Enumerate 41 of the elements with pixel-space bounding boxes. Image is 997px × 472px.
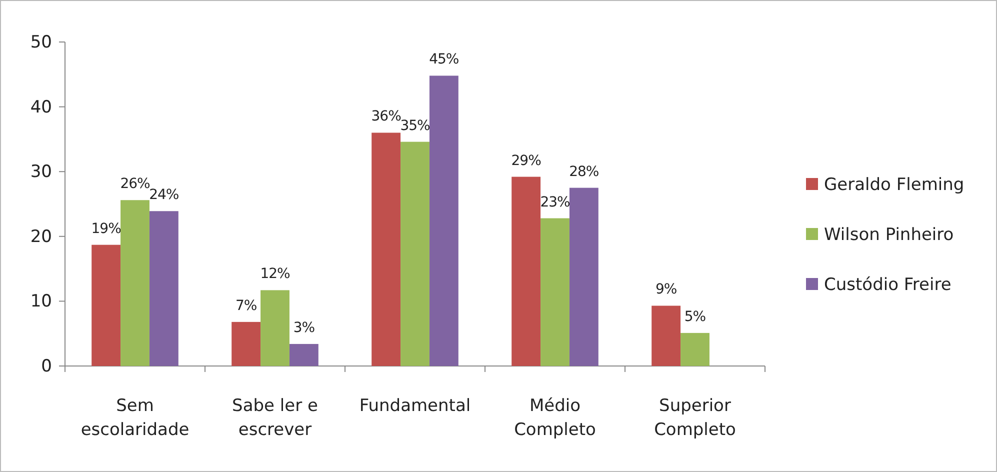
y-tick-label: 40	[30, 97, 52, 118]
bar	[92, 244, 121, 366]
legend-label: Custódio Freire	[824, 275, 952, 295]
x-tick-label: Superior Completo	[654, 396, 736, 440]
bar	[149, 211, 178, 366]
bar	[652, 306, 681, 366]
data-label: 23%	[540, 194, 570, 210]
y-tick-label: 20	[30, 226, 52, 247]
data-label: 36%	[371, 108, 402, 125]
bar	[680, 332, 710, 366]
bar	[512, 176, 541, 366]
data-label: 24%	[149, 187, 179, 204]
bar	[429, 76, 458, 366]
y-tick-label: 0	[41, 356, 52, 376]
legend-label: Wilson Pinheiro	[824, 225, 954, 245]
bar	[540, 218, 570, 366]
x-tick-label: Fundamental	[359, 396, 471, 416]
bar	[400, 142, 430, 366]
data-label: 45%	[429, 52, 459, 68]
bar	[232, 322, 261, 366]
x-tick-label: Médio Completo	[514, 396, 596, 440]
data-label: 35%	[400, 118, 430, 134]
bar	[372, 132, 401, 366]
data-label: 12%	[260, 266, 290, 282]
data-label: 28%	[569, 164, 599, 180]
data-label: 7%	[235, 298, 257, 314]
bar	[260, 290, 290, 366]
data-label: 26%	[120, 176, 150, 192]
data-label: 9%	[655, 282, 677, 298]
bar	[289, 344, 318, 366]
data-label: 5%	[684, 308, 706, 325]
data-label: 29%	[511, 152, 542, 169]
x-tick-label: Sabe ler e escrever	[232, 396, 318, 440]
data-label: 3%	[293, 320, 315, 336]
bar	[569, 188, 598, 366]
x-tick-label: Sem escolaridade	[80, 396, 190, 440]
y-tick-label: 30	[30, 162, 52, 182]
y-tick-label: 50	[30, 32, 52, 52]
legend-label: Geraldo Fleming	[824, 175, 964, 195]
y-tick-label: 10	[30, 292, 52, 312]
bar	[120, 200, 150, 366]
